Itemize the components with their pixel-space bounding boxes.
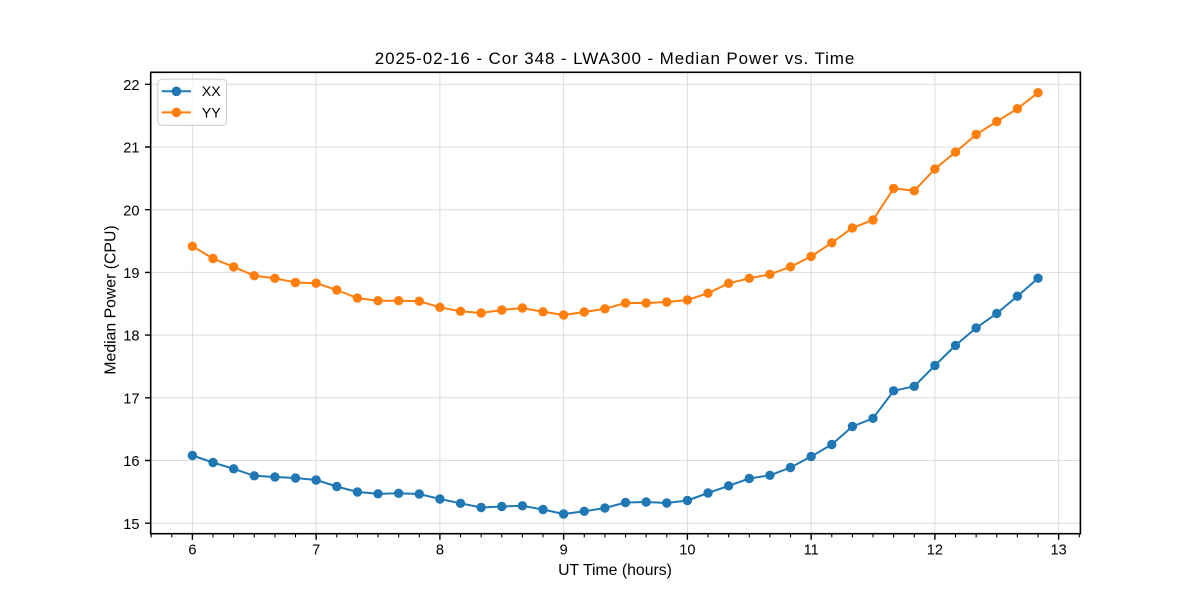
svg-text:12: 12: [927, 543, 943, 559]
svg-text:21: 21: [123, 141, 139, 157]
svg-text:18: 18: [123, 329, 139, 345]
svg-text:10: 10: [679, 543, 695, 559]
svg-text:2025-02-16 - Cor 348 - LWA300: 2025-02-16 - Cor 348 - LWA300 - Median P…: [375, 49, 855, 68]
svg-text:20: 20: [123, 203, 139, 219]
svg-text:XX: XX: [202, 84, 221, 100]
svg-text:YY: YY: [202, 105, 221, 121]
svg-text:11: 11: [804, 543, 819, 559]
svg-text:9: 9: [560, 543, 568, 559]
svg-text:UT Time (hours): UT Time (hours): [558, 562, 672, 579]
svg-text:19: 19: [123, 266, 139, 282]
svg-text:22: 22: [123, 78, 139, 94]
svg-text:15: 15: [123, 517, 139, 533]
svg-text:13: 13: [1051, 543, 1067, 559]
svg-text:17: 17: [123, 391, 139, 407]
svg-text:6: 6: [188, 543, 196, 559]
svg-text:Median Power (CPU): Median Power (CPU): [103, 225, 120, 374]
svg-text:7: 7: [312, 543, 320, 559]
svg-text:16: 16: [123, 454, 139, 470]
svg-text:8: 8: [436, 543, 444, 559]
